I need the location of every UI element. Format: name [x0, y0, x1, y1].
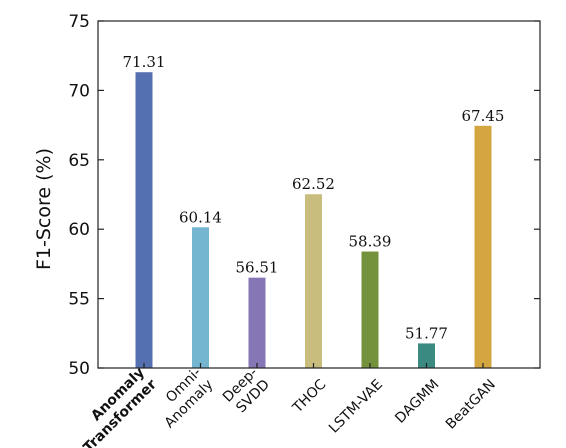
x-tick-label-3: THOC	[289, 376, 329, 416]
x-tick-label-5-line-0: DAGMM	[392, 377, 442, 427]
x-tick-label-2: Deep-SVDD	[220, 365, 273, 417]
value-labels-group: 71.31 60.14 56.51 62.52 58.39 51.77 67.45	[123, 53, 505, 342]
x-tick-label-1: Omni-Anomaly	[162, 365, 217, 432]
bar-2	[248, 277, 266, 368]
value-label-3: 62.52	[292, 175, 335, 193]
y-axis-label: F1-Score (%)	[33, 148, 55, 270]
y-tick-label-3: 65	[68, 151, 90, 171]
bar-5	[418, 343, 435, 368]
x-tick-label-3-line-0: THOC	[289, 376, 329, 416]
y-tick-label-1: 55	[68, 290, 90, 310]
y-tick-label-0: 50	[68, 359, 90, 379]
y-tick-label-5: 75	[68, 12, 90, 32]
x-tick-label-5: DAGMM	[392, 377, 442, 427]
value-label-0: 71.31	[123, 53, 166, 71]
x-tick-label-4-line-0: LSTM-VAE	[326, 377, 386, 437]
value-label-1: 60.14	[179, 208, 222, 226]
x-tick-label-6: BeatGAN	[443, 377, 499, 433]
bars-group	[135, 72, 492, 369]
y-tick-label-2: 60	[68, 220, 90, 240]
value-label-2: 56.51	[236, 259, 279, 277]
y-ticks-group: 50 55 60 65 70 75	[68, 12, 540, 379]
value-label-4: 58.39	[349, 233, 392, 251]
x-tick-label-6-line-0: BeatGAN	[443, 377, 499, 433]
axes-group	[97, 20, 541, 369]
bar-4	[361, 251, 379, 368]
plot-frame	[97, 20, 541, 369]
y-tick-label-4: 70	[68, 81, 90, 101]
value-label-5: 51.77	[405, 324, 448, 342]
bar-6	[474, 125, 492, 368]
x-tick-label-4: LSTM-VAE	[326, 377, 386, 437]
bar-3	[305, 194, 322, 368]
bar-1	[192, 227, 209, 368]
bar-0	[135, 72, 153, 369]
value-label-6: 67.45	[462, 107, 505, 125]
